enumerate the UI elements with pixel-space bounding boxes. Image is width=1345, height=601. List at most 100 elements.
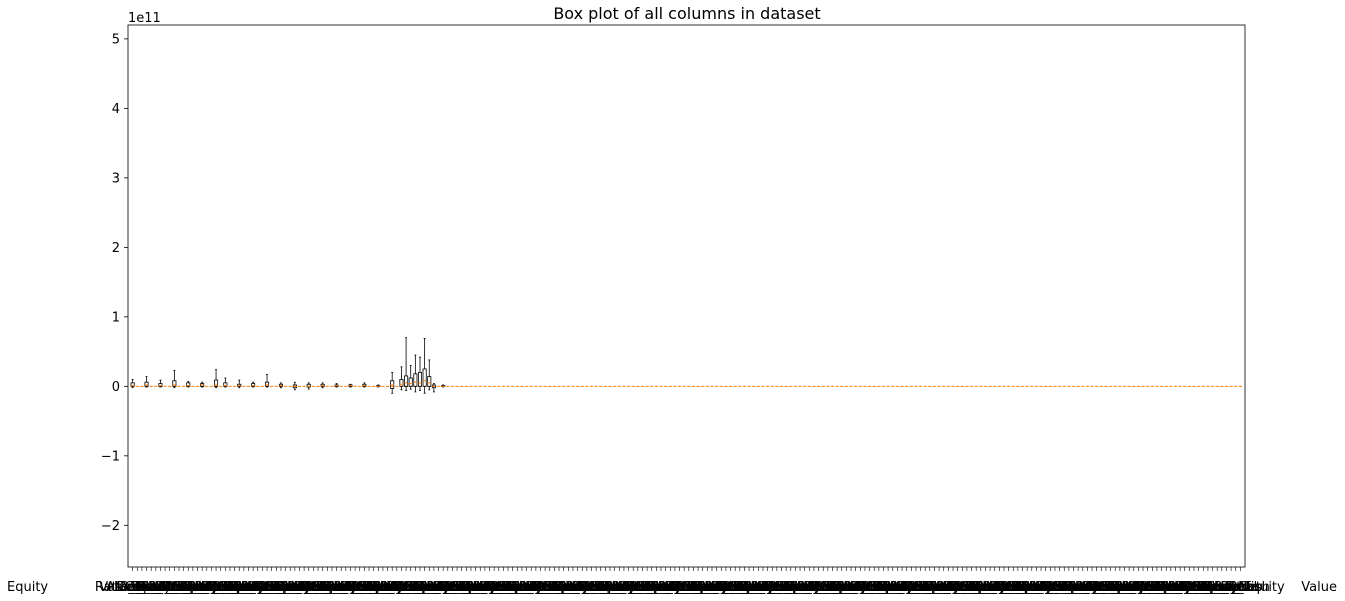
- x-tick-label: Rate_Cash: [136, 580, 204, 595]
- x-tick-label: Value_Profit: [1026, 580, 1102, 595]
- x-tick-label: Equity_Equity: [640, 580, 729, 595]
- x-tick-label: Total_Net: [1108, 580, 1169, 595]
- y-tick-label: 1: [112, 310, 120, 325]
- x-tick-label: Ratio_Asset: [837, 580, 912, 595]
- x-tick-label: Ratio_Asset: [744, 580, 819, 595]
- box-4: [144, 376, 149, 388]
- x-tick-label: Rate_Cash: [460, 580, 528, 595]
- x-tick-label: Profit_Total: [769, 580, 840, 595]
- x-tick-label: Total_Net: [969, 580, 1030, 595]
- x-tick-label: Net_Value: [856, 580, 921, 595]
- x-tick-label: Asset_Rate: [523, 580, 595, 595]
- box-body: [158, 383, 163, 387]
- x-tick-label: Ratio_Asset: [188, 580, 263, 595]
- x-tick-label: Net_Value: [809, 580, 874, 595]
- x-tick-label: Profit_Total: [955, 580, 1026, 595]
- x-tick-label: Debt_Debt: [209, 580, 278, 595]
- box-13: [186, 381, 191, 388]
- box-63: [417, 356, 423, 391]
- x-tick-label: Net_Value: [624, 580, 689, 595]
- x-tick-label: Cash_Ratio: [727, 580, 799, 595]
- x-tick-label: Net_Value: [485, 580, 550, 595]
- x-tick-label: Net_Value: [114, 580, 179, 595]
- box-51: [362, 382, 367, 388]
- x-tick-label: Ratio_Asset: [419, 580, 494, 595]
- x-tick-label: Value_Profit: [748, 580, 824, 595]
- x-tick-label: Asset_Rate: [245, 580, 317, 595]
- x-tick-label: Value_Profit: [563, 580, 639, 595]
- x-tick-label: Rate_Cash: [599, 580, 667, 595]
- x-tick-label: Total_Net: [505, 580, 566, 595]
- x-tick-label: Ratio_Asset: [651, 580, 726, 595]
- x-tick-label: Rate_Cash: [182, 580, 250, 595]
- box-body: [186, 382, 191, 387]
- y-tick-label: 4: [112, 102, 120, 117]
- x-tick-label: Net_Value: [1180, 580, 1245, 595]
- x-tick-label: Ratio_Asset: [558, 580, 633, 595]
- x-tick-label: Profit_Total: [908, 580, 979, 595]
- x-tick-label: Net_Value: [902, 580, 967, 595]
- x-tick-label: Value_Profit: [470, 580, 546, 595]
- y-tick-label: 0: [112, 380, 120, 395]
- x-tick-label: Profit_Total: [538, 580, 609, 595]
- y-tick-label: 5: [112, 32, 120, 47]
- x-tick-label: Asset_Rate: [338, 580, 410, 595]
- x-tick-label: Rate_Cash: [923, 580, 991, 595]
- x-tick-label: Net_Value: [948, 580, 1013, 595]
- x-tick-label: Debt_Debt: [117, 580, 186, 595]
- x-tick-label: Ratio_Asset: [605, 580, 680, 595]
- x-tick-label: Cash_Ratio: [681, 580, 753, 595]
- x-tick-label: Total_Net: [366, 580, 427, 595]
- x-tick-label: Profit_Total: [352, 580, 423, 595]
- box-body: [427, 376, 432, 387]
- x-tick-label-last: Value: [1301, 580, 1337, 595]
- x-tick-label: Rate_Cash: [506, 580, 574, 595]
- x-tick-label: Total_Net: [1154, 580, 1215, 595]
- box-body: [144, 381, 149, 387]
- x-tick-label: Net_Value: [160, 580, 225, 595]
- x-tick-label: Asset_Rate: [291, 580, 363, 595]
- x-tick-labels-band: Ratio_AssetValue_ProfitAsset_RateNet_Val…: [95, 580, 1285, 595]
- x-tick-label: Value_Profit: [933, 580, 1009, 595]
- x-tick-label: Debt_Debt: [765, 580, 834, 595]
- x-tick-label: Cash_Ratio: [356, 580, 428, 595]
- x-tick-label: Cash_Ratio: [171, 580, 243, 595]
- x-tick-label: Debt_Debt: [951, 580, 1020, 595]
- chart-title: Box plot of all columns in dataset: [553, 4, 820, 23]
- x-tick-label: Total_Net: [783, 580, 844, 595]
- x-tick-label: Equity_Equity: [1103, 580, 1192, 595]
- x-tick-label: Profit_Total: [259, 580, 330, 595]
- box-1: [130, 378, 135, 389]
- box-body: [408, 377, 413, 387]
- x-tick-label: Asset_Rate: [477, 580, 549, 595]
- box-body: [265, 381, 270, 387]
- y-tick-label: −1: [101, 449, 120, 464]
- box-57: [390, 372, 395, 394]
- x-tick-label: Rate_Cash: [321, 580, 389, 595]
- x-tick-label: Cash_Ratio: [1144, 580, 1216, 595]
- x-tick-label: Cash_Ratio: [264, 580, 336, 595]
- x-tick-label: Equity_Equity: [547, 580, 636, 595]
- x-tick-label: Equity_Equity: [1150, 580, 1239, 595]
- box-39: [306, 382, 311, 390]
- x-tick-label: Asset_Rate: [1079, 580, 1151, 595]
- box-36: [292, 381, 297, 391]
- box-7: [158, 379, 163, 388]
- x-tick-label: Total_Net: [737, 580, 798, 595]
- x-tick-label: Equity_Equity: [1011, 580, 1100, 595]
- x-tick-label: Equity_Equity: [130, 580, 219, 595]
- box-10: [172, 369, 177, 389]
- x-tick-label: Net_Value: [253, 580, 318, 595]
- x-tick-label: Net_Value: [207, 580, 272, 595]
- box-body: [251, 383, 256, 387]
- x-tick-label: Ratio_Asset: [141, 580, 216, 595]
- x-tick-label: Debt_Debt: [395, 580, 464, 595]
- x-tick-label: Ratio_Asset: [697, 580, 772, 595]
- x-tick-label: Total_Net: [181, 580, 242, 595]
- y-tick-label: 3: [112, 171, 120, 186]
- x-tick-label: Value_Profit: [377, 580, 453, 595]
- x-tick-label: Ratio_Asset: [1068, 580, 1143, 595]
- y-axis-offset-label: 1e11: [128, 11, 161, 26]
- x-tick-label: Net_Value: [1087, 580, 1152, 595]
- x-tick-label: Asset_Rate: [1172, 580, 1244, 595]
